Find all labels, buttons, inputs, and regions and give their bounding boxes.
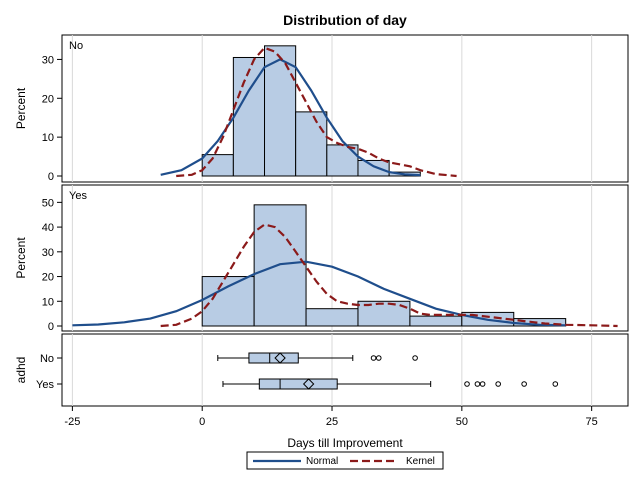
normal-curve [160,58,421,177]
box-outlier [474,381,481,387]
box-outlier [495,381,501,387]
y-tick-label: 10 [42,132,54,144]
kernel-curve [176,46,457,178]
y-tick-label: 20 [42,93,54,105]
box-outlier [375,355,382,361]
legend-label-normal: Normal [306,456,338,467]
x-tick-label: 25 [326,416,338,428]
panel-frame [61,184,629,332]
y-tick-label: 30 [42,247,54,259]
plot-area: 0 10 20 30 No Percent 0 10 20 30 40 50 Yes Percent No Y… [14,34,629,428]
box-mean-marker [274,352,286,364]
box-iqr [248,352,299,364]
histogram-bar [295,111,328,177]
histogram-bar [357,159,390,177]
histogram-bar [201,154,234,177]
x-tick-label: -25 [64,416,80,428]
panel-label-yes: Yes [69,190,87,202]
box-outlier [521,381,527,387]
histogram-bar [264,45,297,177]
box-iqr [258,378,338,390]
histogram-bar [305,308,359,327]
histogram-bar [201,276,255,327]
legend: Normal Kernel [246,451,444,470]
x-tick-label: 0 [199,416,205,428]
x-tick-label: 75 [586,416,598,428]
y-tick-label: 20 [42,272,54,284]
legend-label-kernel: Kernel [406,456,435,467]
box-outlier [479,381,486,387]
x-tick-label: 50 [456,416,468,428]
boxplot-group-label: No [40,353,54,365]
box-outlier [464,381,470,387]
histogram-bar [326,144,359,177]
chart-title: Distribution of day [283,12,407,28]
boxplot-frame [61,333,629,407]
panel-label-no: No [69,40,83,52]
box-outlier [412,355,418,361]
kernel-curve [160,223,618,328]
y-tick-label: 0 [48,171,54,183]
y-axis-label: Percent [14,237,28,279]
y-tick-label: 40 [42,222,54,234]
y-axis-label: Percent [14,87,28,129]
boxplot-group-label: Yes [36,379,54,391]
y-tick-label: 0 [48,321,54,333]
box-mean-marker [302,378,315,390]
x-axis-label: Days till Improvement [287,436,403,450]
normal-curve [72,260,566,327]
box-outlier [552,381,559,387]
legend-box [246,451,444,470]
y-tick-label: 10 [42,296,54,308]
y-tick-label: 50 [42,197,54,209]
boxplot-y-label: adhd [14,357,28,384]
histogram-bar [409,315,463,327]
box-outlier [370,355,377,361]
y-tick-label: 30 [42,54,54,66]
histogram-bar [253,204,307,327]
